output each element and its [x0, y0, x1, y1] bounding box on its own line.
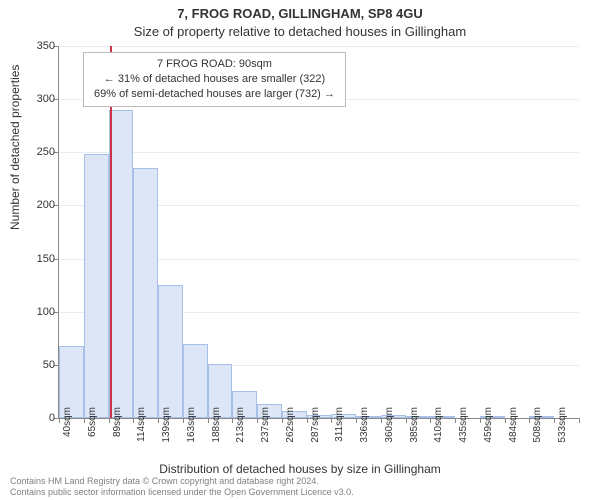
- x-tick-label: 336sqm: [359, 407, 370, 447]
- x-tick-mark: [257, 418, 258, 423]
- y-tick-label: 50: [21, 359, 55, 371]
- x-tick-mark: [158, 418, 159, 423]
- x-tick-label: 40sqm: [62, 407, 73, 447]
- x-tick-label: 508sqm: [532, 407, 543, 447]
- x-tick-mark: [455, 418, 456, 423]
- page-title: 7, FROG ROAD, GILLINGHAM, SP8 4GU: [0, 6, 600, 21]
- y-tick-label: 200: [21, 199, 55, 211]
- x-tick-mark: [232, 418, 233, 423]
- x-tick-mark: [307, 418, 308, 423]
- footer-line-1: Contains HM Land Registry data © Crown c…: [10, 476, 354, 487]
- footer-line-2: Contains public sector information licen…: [10, 487, 354, 498]
- x-tick-mark: [183, 418, 184, 423]
- histogram-bar: [109, 110, 134, 418]
- chart-subtitle: Size of property relative to detached ho…: [0, 24, 600, 39]
- callout-box: 7 FROG ROAD: 90sqm← 31% of detached hous…: [83, 52, 346, 107]
- x-tick-mark: [133, 418, 134, 423]
- histogram-bar: [84, 154, 109, 418]
- x-tick-label: 410sqm: [433, 407, 444, 447]
- y-tick-label: 0: [21, 412, 55, 424]
- x-tick-label: 311sqm: [334, 407, 345, 447]
- footer-attribution: Contains HM Land Registry data © Crown c…: [10, 476, 354, 498]
- callout-line-2: ← 31% of detached houses are smaller (32…: [94, 72, 335, 87]
- x-tick-mark: [381, 418, 382, 423]
- y-axis-label: Number of detached properties: [8, 65, 22, 230]
- x-tick-label: 237sqm: [260, 407, 271, 447]
- x-tick-mark: [554, 418, 555, 423]
- histogram-bar: [158, 285, 183, 418]
- callout-line-3: 69% of semi-detached houses are larger (…: [94, 87, 335, 102]
- x-tick-label: 114sqm: [136, 407, 147, 447]
- gridline: [59, 46, 579, 47]
- x-tick-label: 287sqm: [310, 407, 321, 447]
- x-tick-mark: [282, 418, 283, 423]
- x-tick-label: 385sqm: [409, 407, 420, 447]
- x-tick-label: 262sqm: [285, 407, 296, 447]
- x-tick-mark: [356, 418, 357, 423]
- x-tick-mark: [505, 418, 506, 423]
- y-tick-label: 250: [21, 146, 55, 158]
- x-tick-label: 65sqm: [87, 407, 98, 447]
- x-tick-mark: [480, 418, 481, 423]
- x-tick-mark: [331, 418, 332, 423]
- histogram-bar: [133, 168, 158, 418]
- y-tick-label: 350: [21, 40, 55, 52]
- x-tick-label: 360sqm: [384, 407, 395, 447]
- y-tick-label: 100: [21, 306, 55, 318]
- x-tick-label: 89sqm: [112, 407, 123, 447]
- x-tick-mark: [406, 418, 407, 423]
- x-tick-label: 163sqm: [186, 407, 197, 447]
- x-tick-label: 188sqm: [211, 407, 222, 447]
- x-tick-label: 484sqm: [508, 407, 519, 447]
- x-tick-mark: [109, 418, 110, 423]
- x-tick-label: 139sqm: [161, 407, 172, 447]
- x-tick-mark: [59, 418, 60, 423]
- x-tick-mark: [430, 418, 431, 423]
- x-tick-label: 459sqm: [483, 407, 494, 447]
- x-tick-mark: [84, 418, 85, 423]
- gridline: [59, 152, 579, 153]
- x-tick-mark: [579, 418, 580, 423]
- x-tick-mark: [208, 418, 209, 423]
- x-tick-label: 533sqm: [557, 407, 568, 447]
- chart-plot-area: 05010015020025030035040sqm65sqm89sqm114s…: [58, 46, 579, 419]
- y-tick-label: 300: [21, 93, 55, 105]
- x-tick-label: 435sqm: [458, 407, 469, 447]
- y-tick-label: 150: [21, 253, 55, 265]
- callout-line-1: 7 FROG ROAD: 90sqm: [94, 57, 335, 72]
- x-tick-mark: [529, 418, 530, 423]
- x-tick-label: 213sqm: [235, 407, 246, 447]
- x-axis-label: Distribution of detached houses by size …: [0, 462, 600, 476]
